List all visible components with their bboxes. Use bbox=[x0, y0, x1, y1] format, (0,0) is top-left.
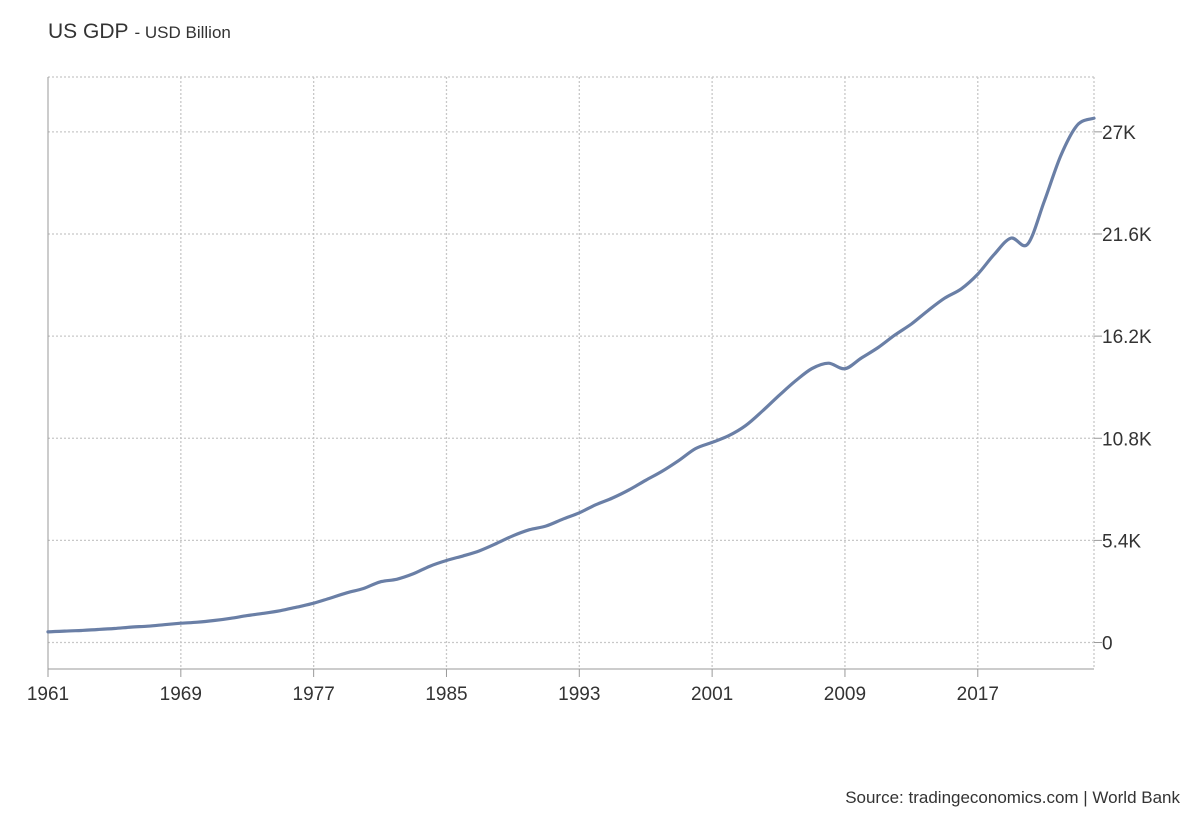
chart-axes bbox=[47, 77, 1102, 677]
y-tick-label: 21.6K bbox=[1102, 225, 1152, 246]
grid-lines bbox=[48, 76, 1095, 669]
gdp-series-line bbox=[46, 116, 1096, 634]
y-axis-labels: 0 5.4K 10.8K 16.2K 21.6K 27K bbox=[1102, 123, 1152, 655]
x-tick-label: 1985 bbox=[425, 684, 467, 705]
x-tick-label: 2009 bbox=[824, 684, 866, 705]
x-axis-labels: 1961 1969 1977 1985 1993 2001 2009 2017 bbox=[27, 684, 999, 705]
x-tick-label: 1969 bbox=[160, 684, 202, 705]
x-tick-label: 1961 bbox=[27, 684, 69, 705]
chart-title-row: US GDP - USD Billion bbox=[48, 20, 231, 44]
y-tick-label: 16.2K bbox=[1102, 327, 1152, 348]
chart-title: US GDP bbox=[48, 20, 129, 43]
x-tick-label: 2017 bbox=[957, 684, 999, 705]
x-tick-label: 1993 bbox=[558, 684, 600, 705]
y-tick-label: 27K bbox=[1102, 123, 1136, 144]
chart-subtitle: - USD Billion bbox=[134, 23, 231, 42]
series-layer bbox=[46, 116, 1096, 634]
y-tick-label: 0 bbox=[1102, 634, 1113, 655]
x-tick-label: 1977 bbox=[293, 684, 335, 705]
y-tick-label: 5.4K bbox=[1102, 531, 1141, 552]
x-tick-label: 2001 bbox=[691, 684, 733, 705]
y-tick-label: 10.8K bbox=[1102, 429, 1152, 450]
source-attribution: Source: tradingeconomics.com | World Ban… bbox=[845, 788, 1180, 807]
